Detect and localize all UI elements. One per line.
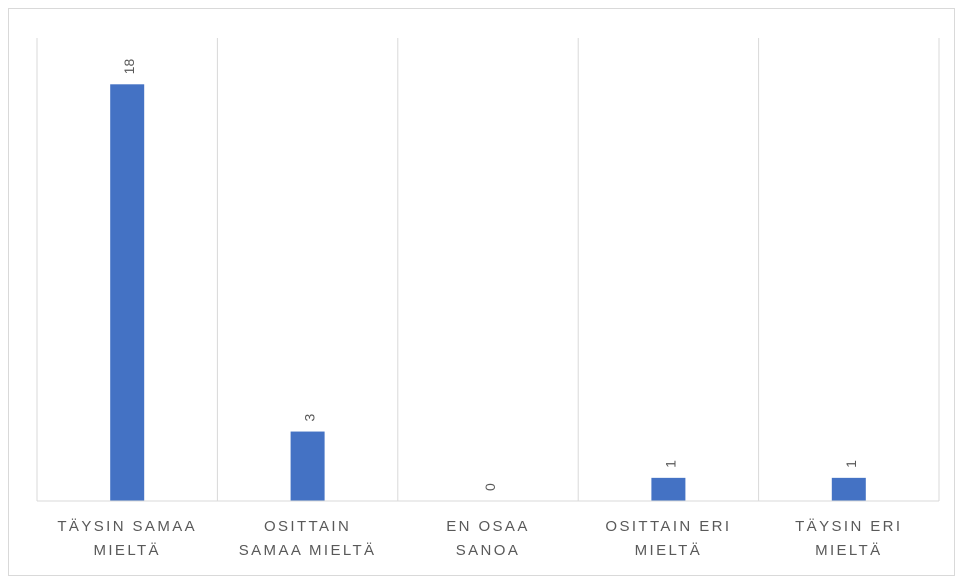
data-label: 1 — [662, 460, 678, 468]
data-label: 0 — [482, 483, 498, 491]
data-labels: 18 3 0 1 1 — [121, 59, 859, 491]
category-label: SANOA — [456, 542, 521, 559]
category-label: TÄYSIN ERI — [795, 518, 902, 535]
category-label: SAMAA MIELTÄ — [239, 542, 377, 559]
category-labels: TÄYSIN SAMAA MIELTÄ OSITTAIN SAMAA MIELTÄ EN… — [57, 518, 902, 559]
category-label: EN OSAA — [446, 518, 530, 535]
category-label: MIELTÄ — [635, 542, 702, 559]
category-label: MIELTÄ — [815, 542, 882, 559]
data-label: 18 — [121, 59, 137, 75]
bar — [290, 431, 325, 501]
category-label: OSITTAIN — [264, 518, 351, 535]
category-label: OSITTAIN ERI — [605, 518, 731, 535]
bar — [831, 477, 866, 501]
bar — [110, 84, 145, 502]
category-label: TÄYSIN SAMAA — [57, 518, 197, 535]
category-label: MIELTÄ — [93, 542, 160, 559]
data-label: 3 — [302, 414, 318, 422]
data-label: 1 — [843, 460, 859, 468]
chart-frame — [8, 8, 955, 576]
bars — [110, 84, 866, 502]
gridlines — [36, 38, 940, 501]
bar — [651, 477, 686, 501]
